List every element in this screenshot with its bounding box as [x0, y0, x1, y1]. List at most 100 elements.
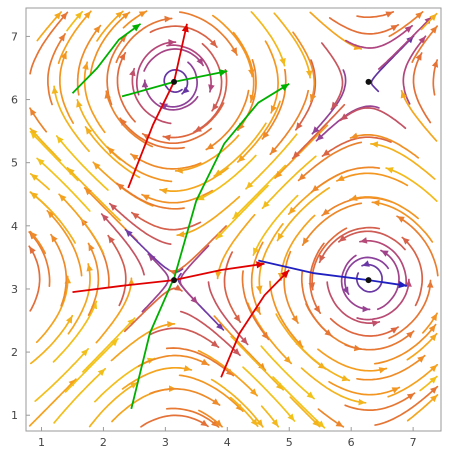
stream-arrow: [163, 134, 171, 141]
stream-arrow: [120, 118, 127, 126]
stream-arrow: [429, 376, 437, 384]
stream-arrow: [306, 70, 313, 78]
stream-arrow: [246, 181, 254, 189]
stream-arrow: [417, 355, 425, 363]
stream-line: [29, 314, 74, 365]
stream-line: [321, 136, 392, 157]
stream-line: [141, 253, 170, 313]
stream-arrow: [275, 170, 283, 179]
stream-line: [67, 263, 91, 335]
stream-arrow: [177, 231, 185, 238]
stream-arrow: [209, 39, 217, 48]
separatrix-arrow: [132, 23, 141, 32]
stream-line: [261, 155, 317, 210]
stream-arrow: [258, 362, 266, 371]
stream-arrow: [431, 60, 439, 68]
stream-line: [273, 12, 311, 79]
stream-line: [179, 244, 210, 305]
y-tick-label: 4: [11, 220, 18, 233]
stream-arrow: [82, 62, 89, 70]
stream-arrow: [428, 324, 436, 333]
stream-line: [283, 250, 299, 324]
stream-line: [309, 11, 363, 50]
stream-line: [269, 280, 304, 348]
stream-arrow: [336, 175, 345, 181]
stream-arrow: [212, 103, 219, 111]
stream-arrow: [211, 419, 219, 427]
stream-line: [149, 327, 220, 349]
stream-arrow: [261, 331, 269, 340]
separatrix-arrow: [281, 270, 290, 279]
stream-arrow: [406, 393, 415, 400]
stream-arrow: [201, 358, 209, 365]
stream-line: [344, 392, 416, 411]
stream-arrow: [225, 368, 234, 376]
stream-line: [89, 11, 131, 75]
stream-arrow: [214, 169, 222, 176]
stream-arrow: [381, 250, 389, 257]
stream-arrow: [119, 35, 127, 43]
stream-arrow: [130, 154, 139, 161]
stream-arrow: [233, 314, 241, 323]
separatrix-arrow: [218, 69, 228, 77]
stream-line: [328, 380, 401, 396]
stream-line: [320, 42, 344, 111]
stream-line: [88, 381, 139, 428]
stream-arrow: [93, 25, 101, 34]
stream-line: [213, 315, 267, 372]
stream-line: [385, 167, 438, 202]
stream-line: [211, 14, 254, 78]
stream-arrow: [430, 313, 438, 321]
stream-arrow: [30, 231, 38, 240]
stream-line: [178, 374, 244, 412]
stream-line: [349, 196, 419, 220]
stream-line: [47, 33, 66, 106]
stream-arrow: [254, 306, 261, 314]
stream-arrow: [141, 80, 149, 88]
stream-arrow: [338, 234, 347, 242]
stream-line: [349, 133, 420, 159]
stream-line: [311, 227, 348, 291]
stream-line: [178, 11, 238, 56]
stream-line: [356, 278, 410, 321]
stream-line: [130, 153, 202, 170]
stream-arrow: [174, 284, 182, 291]
stream-arrow: [340, 113, 349, 121]
stream-arrow: [370, 141, 379, 148]
stream-line: [119, 117, 185, 150]
stream-arrow: [391, 387, 400, 394]
stream-line: [46, 209, 83, 277]
stream-line: [76, 99, 122, 161]
stream-line: [141, 127, 213, 145]
stream-arrow: [362, 260, 370, 267]
stream-line: [29, 11, 69, 75]
stream-arrow: [60, 12, 68, 20]
stream-line: [355, 263, 383, 293]
x-tick-label: 2: [100, 436, 107, 449]
stream-line: [106, 34, 128, 106]
separatrix-lines: [71, 23, 408, 410]
stream-arrow: [249, 94, 256, 103]
plot-frame: [25, 7, 442, 432]
stream-arrow: [121, 12, 130, 20]
stream-line: [236, 100, 281, 163]
stream-arrow: [288, 206, 296, 215]
stream-line: [245, 133, 298, 190]
stream-line: [317, 348, 388, 372]
stream-arrow: [358, 398, 366, 406]
stream-line: [213, 122, 267, 177]
separatrix-line: [130, 83, 290, 410]
stream-arrow: [29, 246, 36, 254]
separatrix-line: [71, 23, 142, 94]
stream-arrow: [331, 101, 339, 110]
stream-arrow: [306, 391, 315, 399]
stream-line: [116, 51, 136, 123]
separatrix-arrow: [181, 23, 189, 33]
stream-arrow: [279, 58, 286, 66]
stream-arrow: [400, 90, 407, 99]
stream-line: [58, 193, 105, 255]
stream-arrow: [215, 271, 222, 279]
stream-line: [309, 242, 325, 314]
stream-line: [290, 335, 351, 382]
stream-line: [252, 194, 299, 256]
